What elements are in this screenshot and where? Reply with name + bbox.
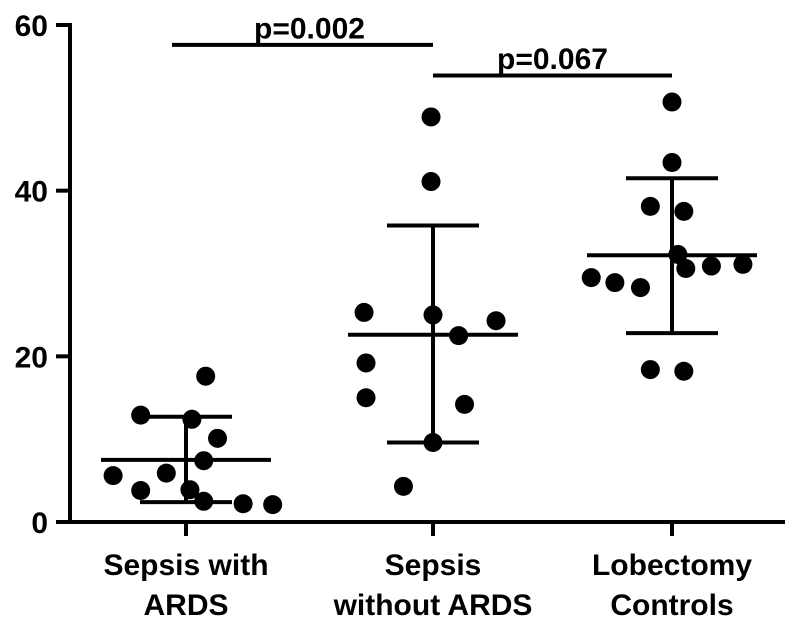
- data-points: [103, 92, 753, 515]
- data-point: [156, 463, 176, 483]
- x-category-label: without ARDS: [333, 589, 533, 620]
- data-point: [674, 201, 694, 221]
- data-point: [662, 92, 682, 112]
- data-point: [733, 254, 753, 274]
- data-point: [455, 394, 475, 414]
- y-tick-label: 40: [15, 176, 48, 209]
- data-point: [196, 366, 216, 386]
- p-value-label: p=0.067: [497, 43, 608, 76]
- data-point: [131, 481, 151, 501]
- data-point: [356, 353, 376, 373]
- data-point: [208, 428, 228, 448]
- data-point: [674, 361, 694, 381]
- data-point: [676, 259, 696, 279]
- data-point: [354, 302, 374, 322]
- data-point: [233, 494, 253, 514]
- data-point: [103, 466, 123, 486]
- y-tick-label: 20: [15, 341, 48, 374]
- y-tick-label: 0: [31, 507, 48, 540]
- axes: 0 20 40 60 Sepsis with ARDS Sepsis without ARDS…: [15, 10, 785, 620]
- data-point: [630, 278, 650, 298]
- y-tick-label: 60: [15, 10, 48, 43]
- x-category-label: Lobectomy: [592, 549, 752, 582]
- data-point: [581, 268, 601, 288]
- p-value-label: p=0.002: [254, 12, 365, 45]
- data-point: [486, 311, 506, 331]
- x-category-label: Controls: [610, 589, 733, 620]
- data-point: [605, 273, 625, 293]
- data-point: [393, 476, 413, 496]
- data-point: [421, 107, 441, 127]
- data-point: [263, 495, 283, 515]
- data-point: [701, 256, 721, 276]
- data-point: [421, 172, 441, 192]
- x-category-label: ARDS: [143, 589, 228, 620]
- data-point: [640, 360, 660, 380]
- data-point: [662, 153, 682, 173]
- data-point: [640, 196, 660, 216]
- significance-annotations: p=0.002 p=0.067: [172, 12, 672, 78]
- data-point: [356, 388, 376, 408]
- x-category-label: Sepsis: [385, 549, 482, 582]
- x-category-label: Sepsis with: [103, 549, 268, 582]
- mean-sd-bars: [101, 176, 757, 505]
